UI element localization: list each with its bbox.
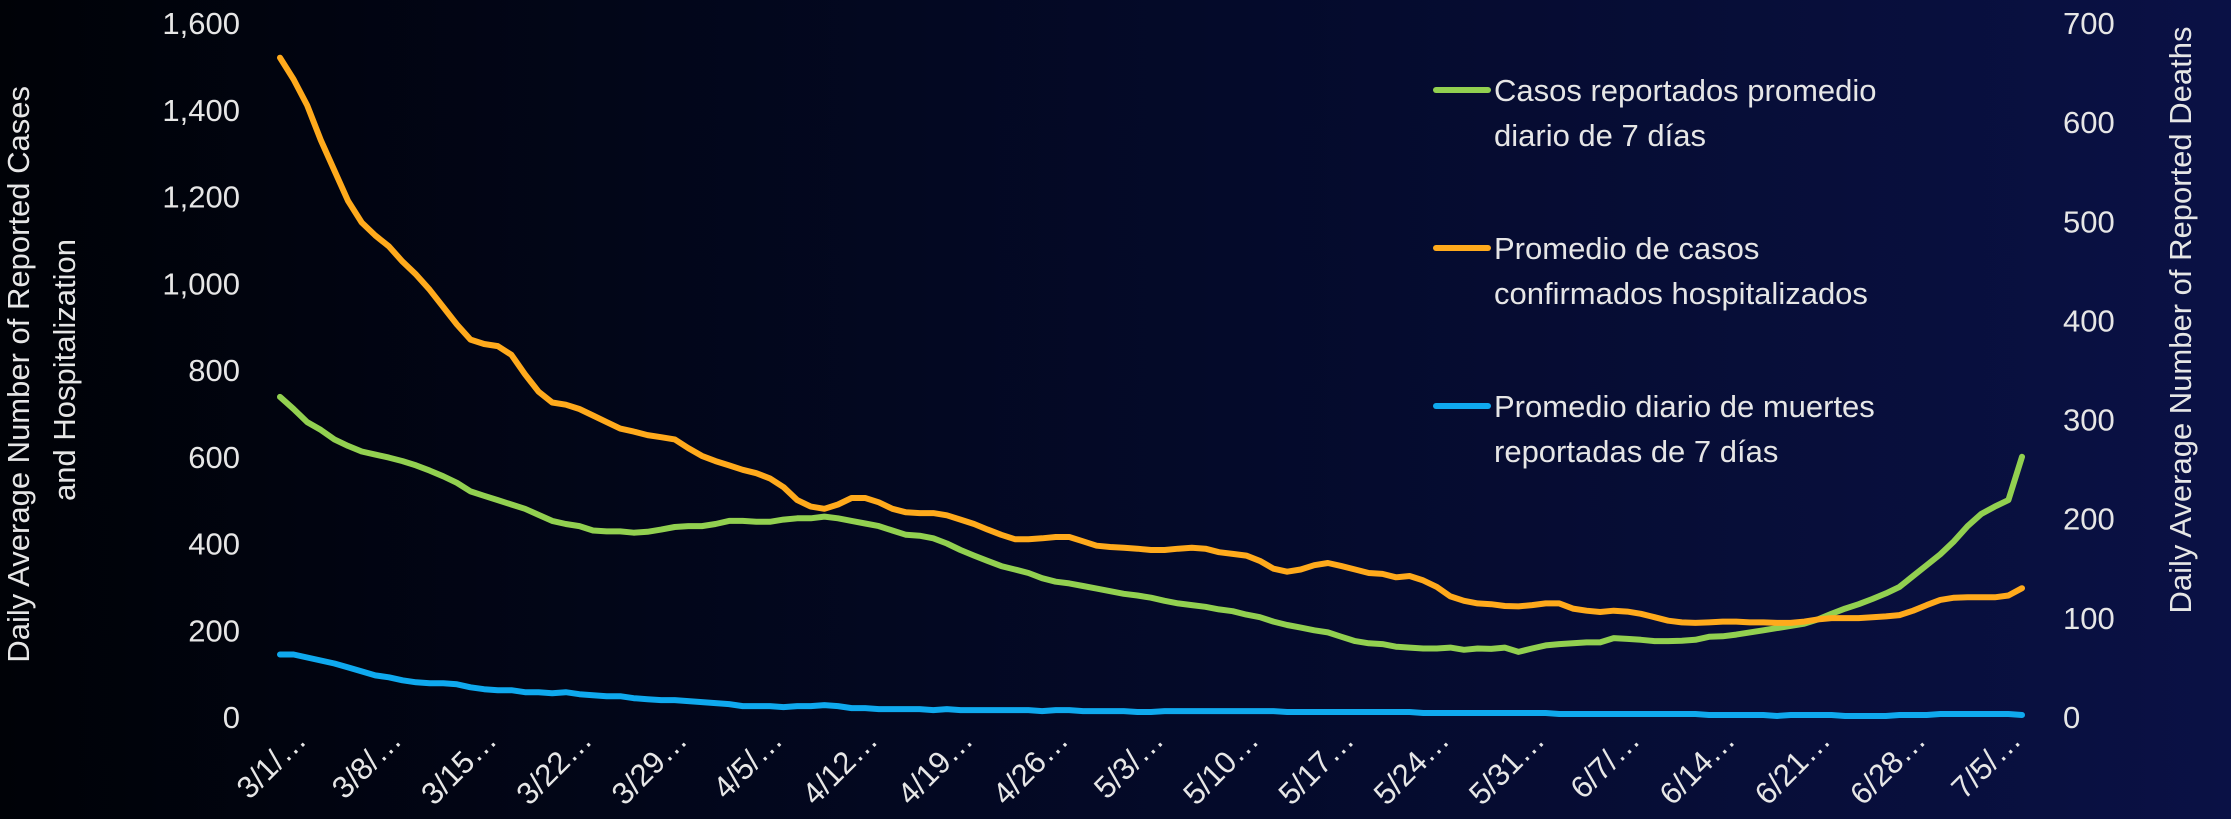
x-tick-label: 4/26…	[986, 722, 1075, 811]
y2-tick-label: 400	[2063, 303, 2115, 338]
y-tick-label: 1,000	[162, 266, 240, 301]
x-tick-label: 3/15…	[414, 722, 503, 811]
x-tick-label: 6/14…	[1653, 722, 1742, 811]
y-tick-label: 800	[188, 353, 240, 388]
x-tick-label: 4/12…	[795, 722, 884, 811]
y-tick-label: 400	[188, 527, 240, 562]
series-line	[277, 393, 2025, 655]
y2-tick-label: 600	[2063, 105, 2115, 140]
x-tick-label: 5/24…	[1367, 722, 1456, 811]
y2-tick-label: 100	[2063, 601, 2115, 636]
y-tick-label: 1,600	[162, 6, 240, 41]
y-tick-label: 0	[223, 700, 240, 735]
x-tick-label: 3/8/…	[325, 722, 408, 805]
y-tick-label: 1,200	[162, 180, 240, 215]
legend-label: Casos reportados promedio diario de 7 dí…	[1494, 73, 1885, 153]
x-tick-label: 5/17…	[1272, 722, 1361, 811]
x-tick-label: 4/5/…	[706, 722, 789, 805]
y2-axis-title: Daily Average Number of Reported Deaths	[2163, 26, 2198, 613]
x-tick-label: 5/31…	[1462, 722, 1551, 811]
series-line	[277, 651, 2025, 719]
legend-label: Promedio de casos confirmados hospitaliz…	[1494, 231, 1868, 311]
x-tick-label: 3/29…	[605, 722, 694, 811]
y2-tick-label: 200	[2063, 502, 2115, 537]
x-tick-label: 3/22…	[509, 722, 598, 811]
x-tick-label: 3/1/…	[230, 722, 313, 805]
x-tick-label: 6/7/…	[1563, 722, 1646, 805]
legend-label: Promedio diario de muertes reportadas de…	[1494, 389, 1883, 469]
y-axis-title: Daily Average Number of Reported Cases a…	[1, 77, 82, 662]
x-tick-label: 5/10…	[1176, 722, 1265, 811]
y2-tick-label: 0	[2063, 700, 2080, 735]
y2-tick-label: 300	[2063, 403, 2115, 438]
y2-tick-label: 500	[2063, 204, 2115, 239]
y-tick-label: 200	[188, 613, 240, 648]
y-tick-label: 600	[188, 440, 240, 475]
x-tick-label: 6/28…	[1843, 722, 1932, 811]
x-tick-label: 5/3/…	[1087, 722, 1170, 805]
x-tick-label: 6/21…	[1748, 722, 1837, 811]
x-tick-label: 7/5/…	[1944, 722, 2027, 805]
series-line	[277, 54, 2025, 626]
x-tick-label: 4/19…	[890, 722, 979, 811]
y2-tick-label: 700	[2063, 6, 2115, 41]
y-tick-label: 1,400	[162, 93, 240, 128]
